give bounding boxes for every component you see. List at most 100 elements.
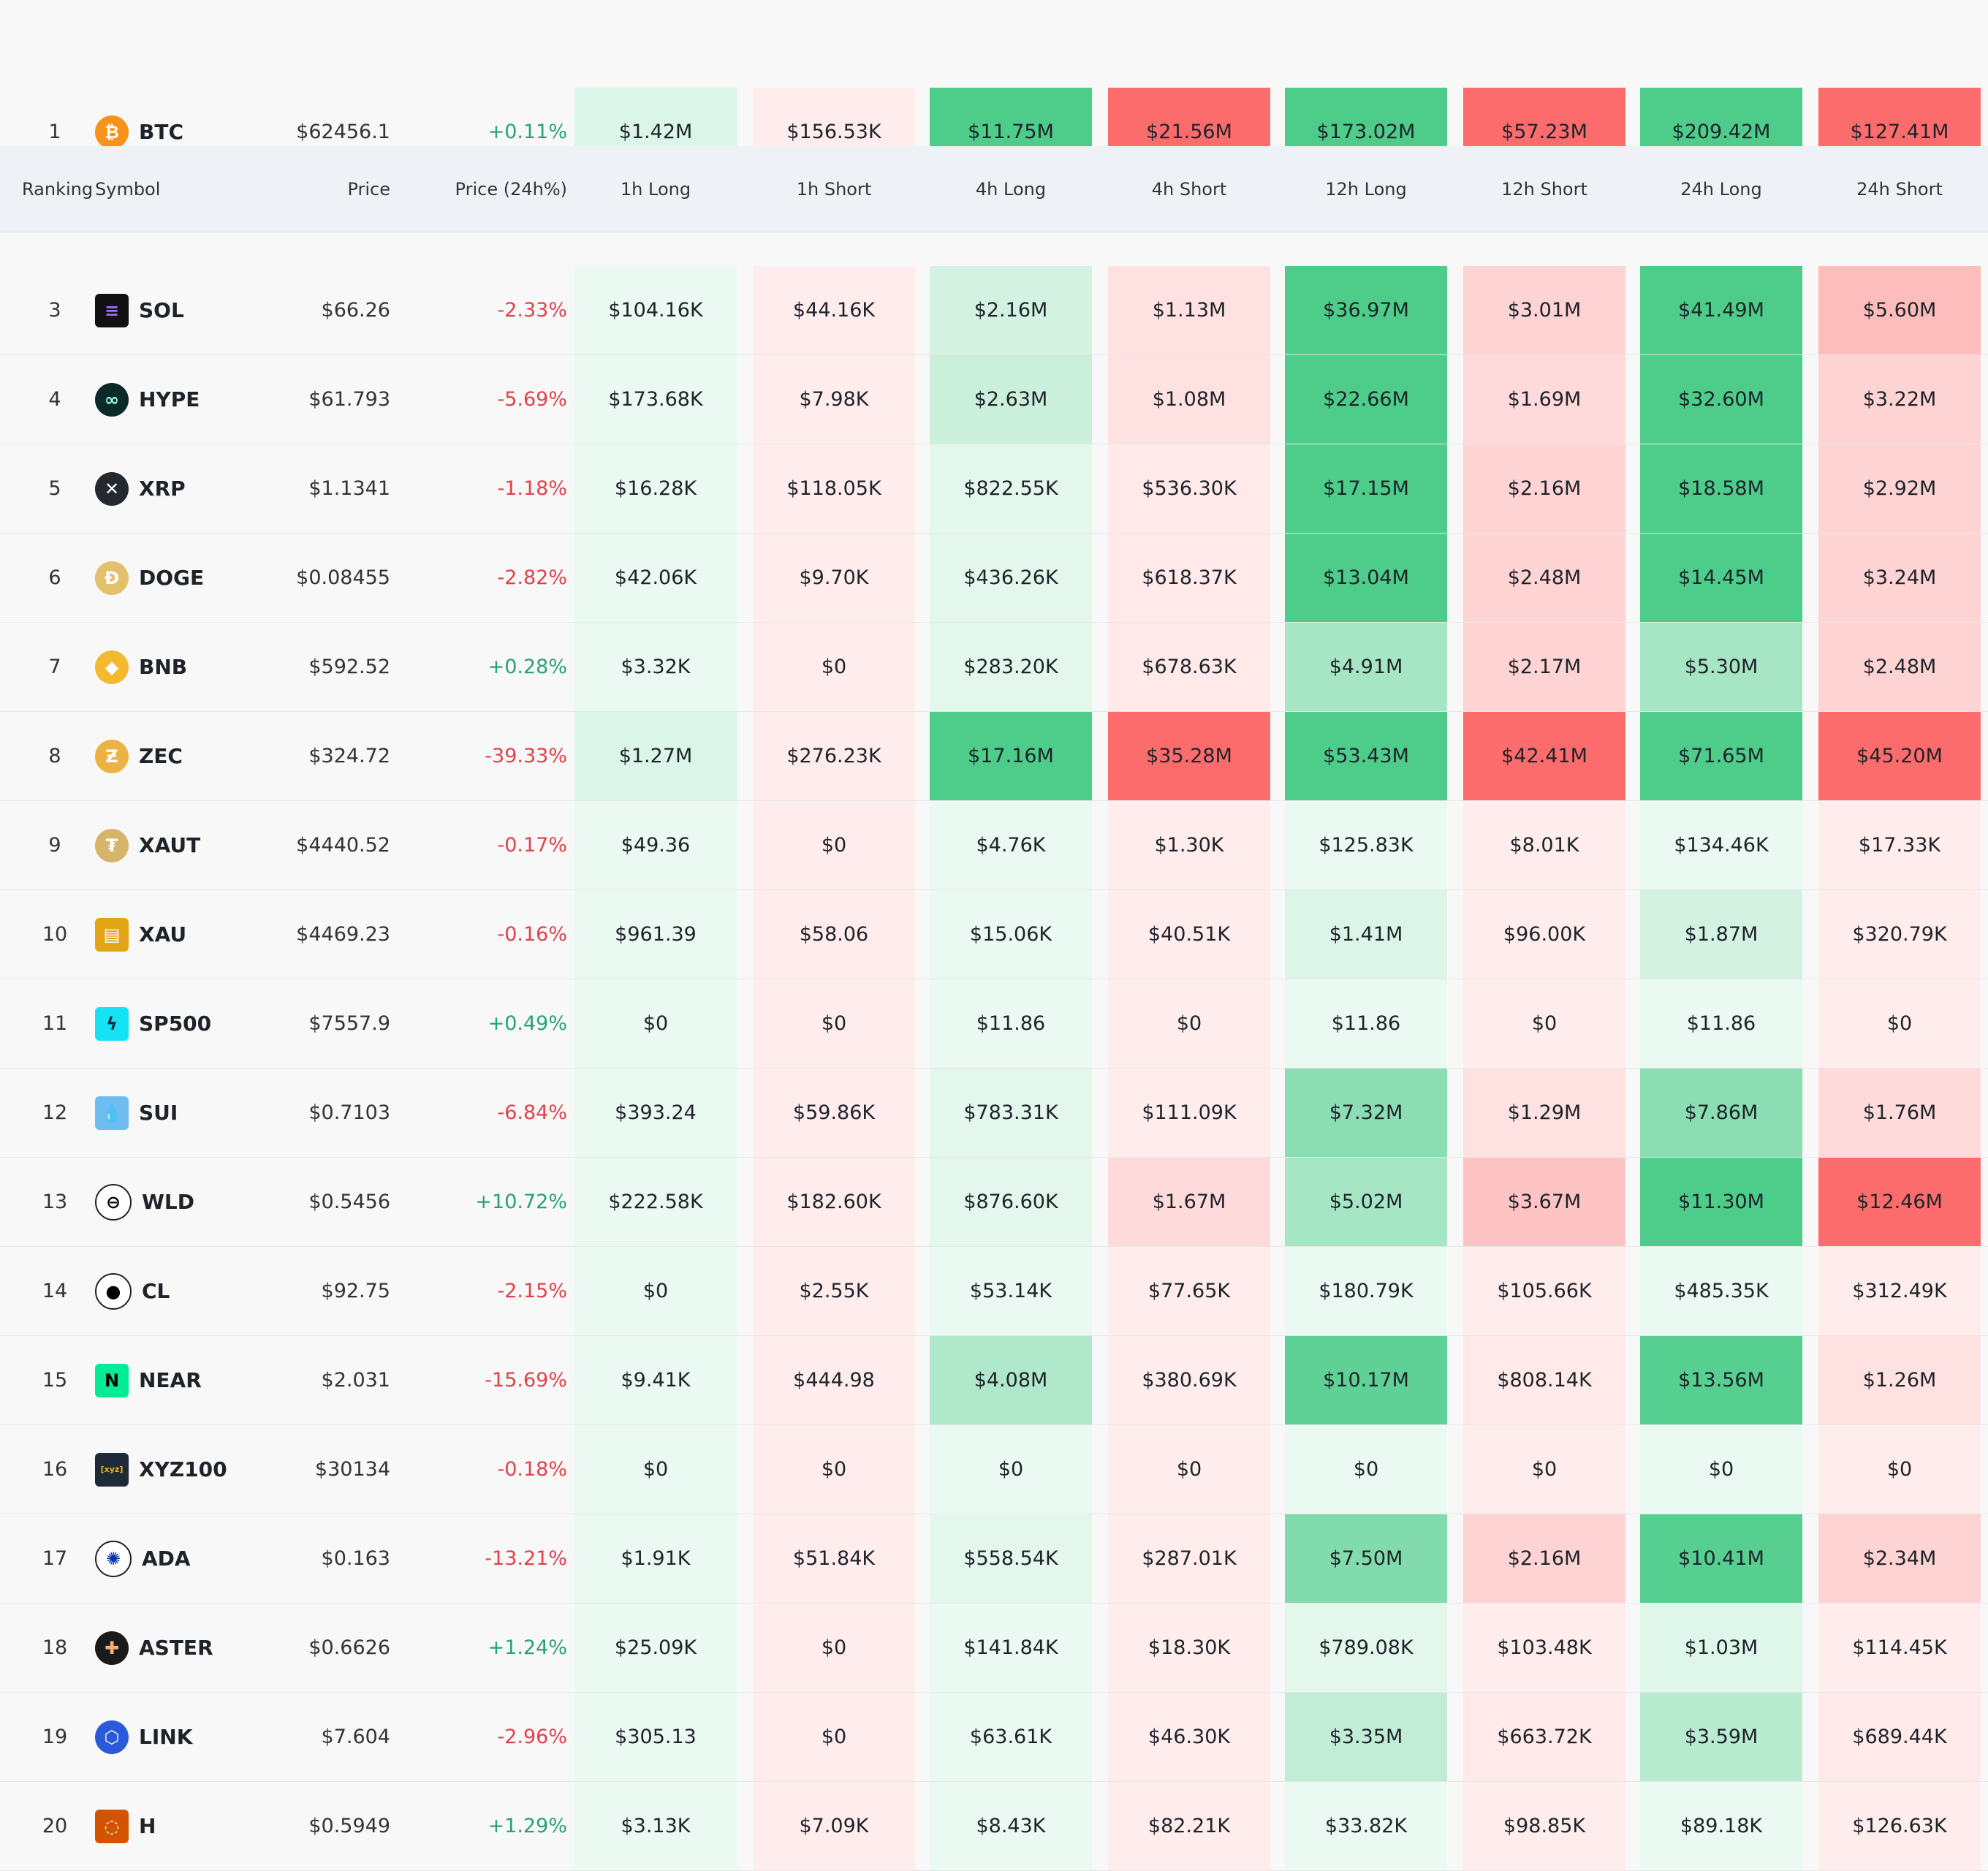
1h-short-cell: $0 <box>753 1425 915 1514</box>
table-row[interactable]: 15 N NEAR $2.031 -15.69% $9.41K $444.98 $4.08M $… <box>0 1336 1988 1425</box>
12h-long-cell: $13.04M <box>1285 534 1447 622</box>
table-row[interactable]: 20 ◌ H $0.5949 +1.29% $3.13K $7.09K $8.43K $82.2… <box>0 1782 1988 1871</box>
table-row[interactable]: 16 [xyz] XYZ100 $30134 -0.18% $0 $0 $0 $0 $0 $0 $0 $… <box>0 1425 1988 1514</box>
header-12h-short[interactable]: 12h Short <box>1501 179 1587 200</box>
12h-long-cell: $11.86 <box>1285 979 1447 1068</box>
symbol-cell[interactable]: Ƶ ZEC <box>95 712 278 800</box>
table-row[interactable]: 7 ◆ BNB $592.52 +0.28% $3.32K $0 $283.20K $678.6… <box>0 623 1988 712</box>
rank-cell: 1 <box>48 121 61 143</box>
1h-long-cell: $0 <box>574 979 737 1068</box>
table-row[interactable]: 8 Ƶ ZEC $324.72 -39.33% $1.27M $276.23K $17.16M… <box>0 712 1988 801</box>
symbol-cell[interactable]: ● CL <box>95 1247 278 1335</box>
header-price[interactable]: Price <box>347 179 390 200</box>
1h-short-cell: $44.16K <box>753 266 915 354</box>
rank-cell: 9 <box>48 834 61 857</box>
table-row[interactable]: 12 💧 SUI $0.7103 -6.84% $393.24 $59.86K $783.31… <box>0 1069 1988 1158</box>
price-change-cell: -6.84% <box>497 1101 567 1124</box>
4h-short-cell: $1.67M <box>1108 1158 1270 1246</box>
symbol-cell[interactable]: ✕ XRP <box>95 444 278 533</box>
price-cell: $61.793 <box>308 388 390 411</box>
4h-long-cell: $63.61K <box>930 1693 1092 1781</box>
symbol-cell[interactable]: [xyz] XYZ100 <box>95 1425 278 1514</box>
header-4h-short[interactable]: 4h Short <box>1151 179 1227 200</box>
symbol-cell[interactable]: ▤ XAU <box>95 890 278 979</box>
tether-gold-icon: ₮ <box>95 828 129 862</box>
12h-short-cell: $0 <box>1463 1425 1625 1514</box>
price-cell: $2.031 <box>321 1369 390 1392</box>
header-4h-long[interactable]: 4h Long <box>975 179 1047 200</box>
cardano-icon: ✺ <box>95 1540 132 1577</box>
solana-icon: ≡ <box>95 293 129 327</box>
table-row[interactable]: 17 ✺ ADA $0.163 -13.21% $1.91K $51.84K $558.54K… <box>0 1514 1988 1604</box>
table-row[interactable]: 14 ● CL $92.75 -2.15% $0 $2.55K $53.14K $77.65K $… <box>0 1247 1988 1336</box>
price-change-cell: -13.21% <box>485 1547 567 1570</box>
rank-cell: 8 <box>48 745 61 767</box>
symbol-cell[interactable]: ✚ ASTER <box>95 1604 278 1692</box>
chainlink-icon: ⬡ <box>95 1720 129 1754</box>
24h-short-cell: $312.49K <box>1818 1247 1981 1335</box>
header-1h-short[interactable]: 1h Short <box>796 179 872 200</box>
header-symbol[interactable]: Symbol <box>95 179 161 200</box>
rank-cell: 13 <box>42 1191 68 1213</box>
table-row[interactable]: 13 ⊖ WLD $0.5456 +10.72% $222.58K $182.60K $876… <box>0 1158 1988 1247</box>
symbol-cell[interactable]: ∞ HYPE <box>95 355 278 444</box>
4h-short-cell: $111.09K <box>1108 1069 1270 1157</box>
4h-long-cell: $2.16M <box>930 266 1092 354</box>
1h-long-cell: $104.16K <box>574 266 737 354</box>
price-cell: $7557.9 <box>308 1012 390 1035</box>
24h-short-cell: $2.92M <box>1818 444 1981 533</box>
symbol-cell[interactable]: Ð DOGE <box>95 534 278 622</box>
rank-cell: 12 <box>42 1101 68 1124</box>
table-row[interactable]: 11 ϟ SP500 $7557.9 +0.49% $0 $0 $11.86 $0 $11.86 $… <box>0 979 1988 1069</box>
symbol-cell[interactable]: ◆ BNB <box>95 623 278 711</box>
header-24h-short[interactable]: 24h Short <box>1856 179 1943 200</box>
4h-short-cell: $77.65K <box>1108 1247 1270 1335</box>
price-cell: $30134 <box>314 1458 390 1481</box>
header-24h-long[interactable]: 24h Long <box>1680 179 1762 200</box>
table-row[interactable]: 10 ▤ XAU $4469.23 -0.16% $961.39 $58.06 $15.06K… <box>0 890 1988 979</box>
4h-short-cell: $1.08M <box>1108 355 1270 444</box>
table-row[interactable]: 18 ✚ ASTER $0.6626 +1.24% $25.09K $0 $141.84K $1… <box>0 1604 1988 1693</box>
table-row[interactable]: 4 ∞ HYPE $61.793 -5.69% $173.68K $7.98K $2.63M $… <box>0 355 1988 444</box>
table-row[interactable]: 6 Ð DOGE $0.08455 -2.82% $42.06K $9.70K $436.26… <box>0 534 1988 623</box>
table-row[interactable]: 19 ⬡ LINK $7.604 -2.96% $305.13 $0 $63.61K $46.3… <box>0 1693 1988 1782</box>
symbol-cell[interactable]: ϟ SP500 <box>95 979 278 1068</box>
24h-short-cell: $17.33K <box>1818 801 1981 889</box>
12h-short-cell: $2.48M <box>1463 534 1625 622</box>
header-1h-long[interactable]: 1h Long <box>620 179 691 200</box>
symbol-cell[interactable]: ⬡ LINK <box>95 1693 278 1781</box>
symbol-cell[interactable]: ✺ ADA <box>95 1514 278 1603</box>
24h-long-cell: $3.59M <box>1640 1693 1802 1781</box>
price-cell: $62456.1 <box>296 121 390 143</box>
symbol-cell[interactable]: ₿ BTC <box>95 88 278 176</box>
1h-long-cell: $1.27M <box>574 712 737 800</box>
price-change-cell: -2.33% <box>497 299 567 322</box>
4h-short-cell: $380.69K <box>1108 1336 1270 1424</box>
12h-short-cell: $3.67M <box>1463 1158 1625 1246</box>
symbol-cell[interactable]: N NEAR <box>95 1336 278 1424</box>
rank-cell: 18 <box>42 1636 68 1659</box>
symbol-cell[interactable]: ≡ SOL <box>95 266 278 354</box>
24h-long-cell: $89.18K <box>1640 1782 1802 1870</box>
symbol-cell[interactable]: ◌ H <box>95 1782 278 1870</box>
table-row[interactable]: 9 ₮ XAUT $4440.52 -0.17% $49.36 $0 $4.76K $1.30K… <box>0 801 1988 890</box>
sp500-icon: ϟ <box>95 1006 129 1041</box>
header-price-change[interactable]: Price (24h%) <box>455 179 567 200</box>
header-12h-long[interactable]: 12h Long <box>1325 179 1407 200</box>
24h-short-cell: $1.76M <box>1818 1069 1981 1157</box>
symbol-cell[interactable]: ₮ XAUT <box>95 801 278 889</box>
12h-long-cell: $10.17M <box>1285 1336 1447 1424</box>
4h-short-cell: $287.01K <box>1108 1514 1270 1603</box>
rank-cell: 10 <box>42 923 68 946</box>
4h-long-cell: $15.06K <box>930 890 1092 979</box>
1h-long-cell: $49.36 <box>574 801 737 889</box>
24h-short-cell: $2.48M <box>1818 623 1981 711</box>
symbol-cell[interactable]: 💧 SUI <box>95 1069 278 1157</box>
table-row[interactable]: 3 ≡ SOL $66.26 -2.33% $104.16K $44.16K $2.16M $1… <box>0 266 1988 355</box>
rank-cell: 14 <box>42 1280 68 1302</box>
symbol-cell[interactable]: ⊖ WLD <box>95 1158 278 1246</box>
rank-cell: 4 <box>48 388 61 411</box>
table-row[interactable]: 5 ✕ XRP $1.1341 -1.18% $16.28K $118.05K $822.55… <box>0 444 1988 534</box>
header-ranking[interactable]: Ranking <box>22 179 94 200</box>
4h-short-cell: $1.13M <box>1108 266 1270 354</box>
